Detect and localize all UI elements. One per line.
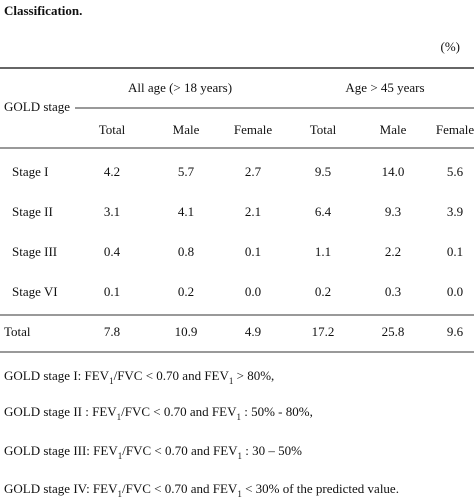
- subscript: 1: [229, 376, 234, 386]
- cell: 0.0: [447, 284, 463, 299]
- column-header: Male: [173, 122, 200, 137]
- column-header: Total: [99, 122, 126, 137]
- footnote: GOLD stage I: FEV1/FVC < 0.70 and FEV1 >…: [4, 368, 274, 386]
- row-label: Stage VI: [12, 284, 58, 299]
- column-header: Female: [234, 122, 272, 137]
- cell: 0.1: [104, 284, 120, 299]
- subscript: 1: [118, 451, 123, 461]
- cell: 0.1: [447, 244, 463, 259]
- title: Classification.: [4, 3, 82, 18]
- subscript: 1: [117, 412, 122, 422]
- cell: 9.6: [447, 324, 464, 339]
- group-header: All age (> 18 years): [128, 80, 232, 95]
- footnote-text: GOLD stage IV: FEV: [4, 481, 118, 496]
- row-label: Total: [4, 324, 31, 339]
- cell: 9.3: [385, 204, 401, 219]
- footnote-text: /FVC < 0.70 and FEV: [122, 481, 238, 496]
- cell: 25.8: [382, 324, 405, 339]
- cell: 5.7: [178, 164, 195, 179]
- footnote-text: /FVC < 0.70 and FEV: [121, 404, 237, 419]
- footnote-text: > 80%,: [233, 368, 274, 383]
- column-header: Total: [310, 122, 337, 137]
- cell: 1.1: [315, 244, 331, 259]
- group-header: Age > 45 years: [345, 80, 424, 95]
- cell: 0.2: [178, 284, 194, 299]
- cell: 0.8: [178, 244, 194, 259]
- footnote-text: GOLD stage II : FEV: [4, 404, 117, 419]
- row-label: Stage III: [12, 244, 57, 259]
- cell: 14.0: [382, 164, 405, 179]
- footnote: GOLD stage II : FEV1/FVC < 0.70 and FEV1…: [4, 404, 313, 422]
- cell: 6.4: [315, 204, 332, 219]
- cell: 2.7: [245, 164, 262, 179]
- cell: 7.8: [104, 324, 120, 339]
- cell: 9.5: [315, 164, 331, 179]
- cell: 3.9: [447, 204, 463, 219]
- footnote-text: GOLD stage III: FEV: [4, 443, 118, 458]
- footnote-text: GOLD stage I: FEV: [4, 368, 110, 383]
- cell: 0.3: [385, 284, 401, 299]
- stub-header: GOLD stage: [4, 99, 70, 114]
- cell: 4.9: [245, 324, 261, 339]
- footnote-text: < 30% of the predicted value.: [242, 481, 399, 496]
- cell: 4.2: [104, 164, 120, 179]
- subscript: 1: [109, 376, 114, 386]
- row-label: Stage II: [12, 204, 53, 219]
- cell: 10.9: [175, 324, 198, 339]
- footnote-text: : 30 – 50%: [242, 443, 302, 458]
- cell: 4.1: [178, 204, 194, 219]
- subscript: 1: [238, 451, 243, 461]
- subscript: 1: [237, 489, 242, 499]
- row-label: Stage I: [12, 164, 48, 179]
- cell: 0.2: [315, 284, 331, 299]
- footnote-text: /FVC < 0.70 and FEV: [114, 368, 230, 383]
- footnote-text: /FVC < 0.70 and FEV: [122, 443, 238, 458]
- footnote: GOLD stage IV: FEV1/FVC < 0.70 and FEV1 …: [4, 481, 399, 499]
- unit: (%): [441, 39, 461, 54]
- column-header: Male: [380, 122, 407, 137]
- cell: 0.0: [245, 284, 261, 299]
- cell: 0.1: [245, 244, 261, 259]
- cell: 5.6: [447, 164, 464, 179]
- cell: 3.1: [104, 204, 120, 219]
- column-header: Female: [436, 122, 474, 137]
- subscript: 1: [236, 412, 241, 422]
- cell: 17.2: [312, 324, 335, 339]
- cell: 0.4: [104, 244, 121, 259]
- footnote: GOLD stage III: FEV1/FVC < 0.70 and FEV1…: [4, 443, 302, 461]
- subscript: 1: [118, 489, 123, 499]
- cell: 2.2: [385, 244, 401, 259]
- footnote-text: : 50% - 80%,: [241, 404, 313, 419]
- cell: 2.1: [245, 204, 261, 219]
